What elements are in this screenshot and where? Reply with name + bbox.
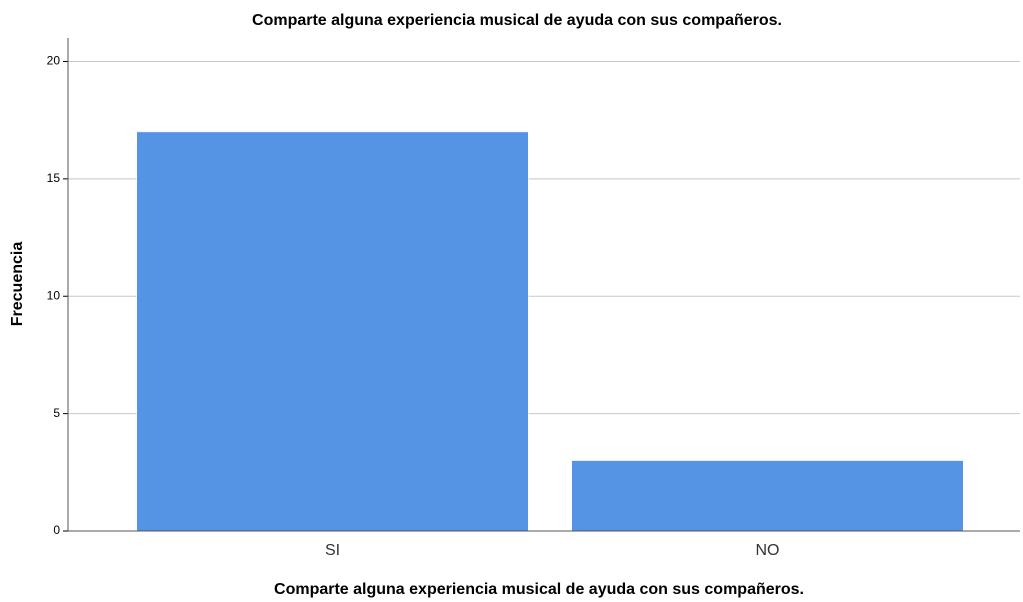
chart-title: Comparte alguna experiencia musical de a… (252, 12, 782, 29)
y-tick-label: 5 (53, 406, 60, 420)
bar (571, 460, 964, 532)
y-tick-label: 20 (47, 54, 61, 68)
x-tick-label: NO (756, 542, 780, 559)
y-tick-label: 0 (53, 523, 60, 537)
x-tick-label: SI (325, 542, 340, 559)
y-tick-label: 10 (47, 288, 61, 302)
y-tick-label: 15 (47, 171, 61, 185)
x-axis-label: Comparte alguna experiencia musical de a… (274, 581, 804, 598)
bar (136, 131, 529, 532)
y-axis-label: Frecuencia (9, 242, 26, 327)
